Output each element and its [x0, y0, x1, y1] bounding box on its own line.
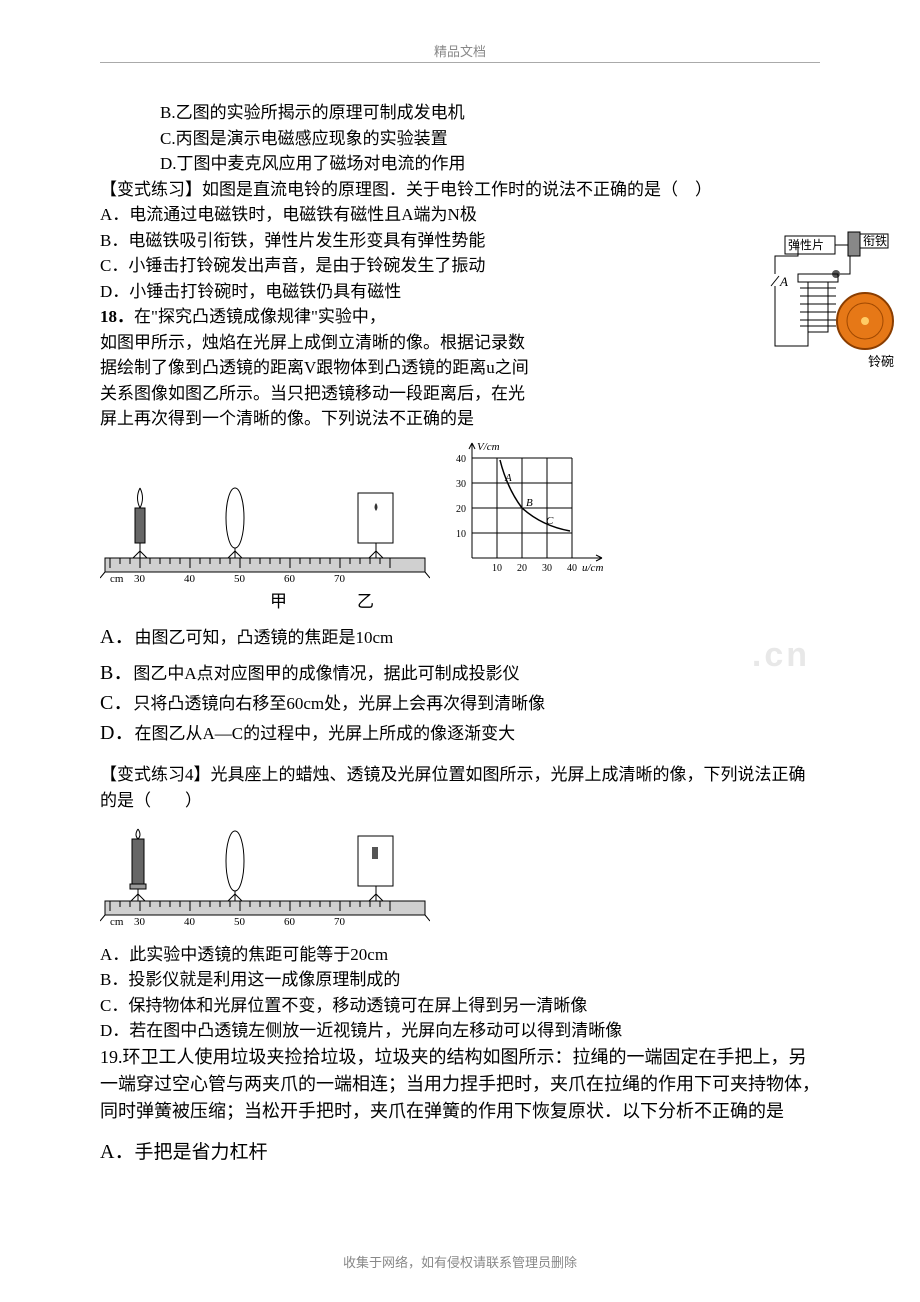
opt-c-lead: C． [100, 692, 133, 714]
screen-icon [358, 493, 393, 558]
q19-option-a: A．手把是省力杠杆 [100, 1137, 820, 1168]
tick-50: 50 [234, 573, 246, 583]
lens-icon [226, 831, 244, 901]
q17-option-b: B.乙图的实验所揭示的原理可制成发电机 [160, 100, 820, 126]
q18-option-c: C．只将凸透镜向右移至60cm处，光屏上会再次得到清晰像 [100, 688, 820, 718]
svg-text:10: 10 [456, 529, 466, 540]
page-footer: 收集于网络，如有侵权请联系管理员删除 [343, 1253, 577, 1273]
svg-text:40: 40 [567, 563, 577, 574]
tick-70: 70 [334, 573, 346, 583]
label-spring: 弹性片 [788, 238, 824, 252]
q19-stem: 19.环卫工人使用垃圾夹捡拾垃圾，垃圾夹的结构如图所示：拉绳的一端固定在手把上，… [100, 1044, 820, 1125]
optical-bench-variant4: cm 30 40 50 60 70 [100, 821, 430, 926]
v4-option-b: B．投影仪就是利用这一成像原理制成的 [100, 967, 820, 993]
q17-option-d: D.丁图中麦克风应用了磁场对电流的作用 [160, 151, 820, 177]
tick-50: 50 [234, 916, 246, 926]
tick-70: 70 [334, 916, 346, 926]
v4-option-a: A．此实验中透镜的焦距可能等于20cm [100, 942, 820, 968]
lens-icon [226, 488, 244, 558]
figure-captions: 甲 乙 [100, 589, 820, 615]
svg-text:A: A [504, 472, 512, 484]
opt-b-text: 图乙中A点对应图甲的成像情况，据此可制成投影仪 [133, 664, 519, 683]
vu-graph: A B C 40 30 20 10 10 20 30 40 V/cm u/cm [442, 438, 612, 583]
v4-option-d: D．若在图中凸透镜左侧放一近视镜片，光屏向左移动可以得到清晰像 [100, 1018, 820, 1044]
candle-icon [133, 488, 147, 558]
svg-text:40: 40 [456, 454, 466, 465]
tick-30: 30 [134, 916, 146, 926]
candle-icon [130, 829, 146, 901]
tick-30: 30 [134, 573, 146, 583]
svg-text:C: C [546, 515, 554, 527]
label-armature: 衔铁 [863, 234, 887, 248]
optical-bench-jia: cm 30 40 50 60 70 [100, 478, 430, 583]
svg-text:10: 10 [492, 563, 502, 574]
tick-40: 40 [184, 916, 196, 926]
q17-option-c: C.丙图是演示电磁感应现象的实验装置 [160, 126, 820, 152]
label-a: A [779, 274, 788, 289]
document-content: B.乙图的实验所揭示的原理可制成发电机 C.丙图是演示电磁感应现象的实验装置 D… [100, 100, 820, 1167]
q18-option-a: A．由图乙可知，凸透镜的焦距是10cm [100, 622, 820, 652]
page-header: 精品文档 [434, 42, 486, 62]
tick-cm: cm [110, 573, 124, 583]
opt-d-text: 在图乙从A—C的过程中，光屏上所成的像逐渐变大 [134, 724, 515, 743]
x-axis-label: u/cm [582, 562, 603, 574]
tick-cm: cm [110, 916, 124, 926]
screen-icon [358, 836, 393, 901]
coil-icon [800, 282, 836, 332]
svg-text:20: 20 [517, 563, 527, 574]
opt-c-text: 只将凸透镜向右移至60cm处，光屏上会再次得到清晰像 [133, 694, 545, 713]
opt-a-lead: A． [100, 626, 134, 648]
svg-text:30: 30 [542, 563, 552, 574]
q18-number: 18． [100, 307, 134, 326]
q18-option-b: B．图乙中A点对应图甲的成像情况，据此可制成投影仪 [100, 658, 820, 688]
tick-40: 40 [184, 573, 196, 583]
q19-a-lead: A． [100, 1141, 134, 1163]
svg-text:30: 30 [456, 479, 466, 490]
watermark: .cn [752, 630, 810, 681]
q17v-option-a: A．电流通过电磁铁时，电磁铁有磁性且A端为N极 [100, 202, 820, 228]
q19-a-text: 手把是省力杠杆 [134, 1142, 267, 1163]
opt-d-lead: D． [100, 722, 134, 744]
tick-60: 60 [284, 573, 296, 583]
y-axis-label: V/cm [477, 441, 500, 453]
q18-stem-1: 在"探究凸透镜成像规律"实验中， [134, 307, 386, 326]
tick-60: 60 [284, 916, 296, 926]
caption-jia: 甲 [270, 589, 287, 615]
q18-stem-2: 如图甲所示，烛焰在光屏上成倒立清晰的像。根据记录数据绘制了像到凸透镜的距离V跟物… [100, 330, 530, 432]
q18-option-d: D．在图乙从A—C的过程中，光屏上所成的像逐渐变大 [100, 718, 820, 748]
v4-option-c: C．保持物体和光屏位置不变，移动透镜可在屏上得到另一清晰像 [100, 993, 820, 1019]
caption-yi: 乙 [357, 589, 374, 615]
label-bell: 铃碗 [868, 354, 894, 369]
opt-b-lead: B． [100, 662, 133, 684]
q18-figure-row: cm 30 40 50 60 70 A B C 40 30 20 10 10 20 30 4… [100, 438, 820, 583]
opt-a-text: 由图乙可知，凸透镜的焦距是10cm [134, 628, 393, 647]
q18-stem: 18．在"探究凸透镜成像规律"实验中， [100, 304, 530, 330]
svg-text:B: B [526, 497, 533, 509]
svg-text:20: 20 [456, 504, 466, 515]
q17-variant-stem: 【变式练习】如图是直流电铃的原理图．关于电铃工作时的说法不正确的是（ ） [100, 177, 820, 203]
variant4-stem: 【变式练习4】光具座上的蜡烛、透镜及光屏位置如图所示，光屏上成清晰的像，下列说法… [100, 762, 820, 813]
electric-bell-diagram: 弹性片 衔铁 A [680, 226, 860, 386]
header-divider [100, 62, 820, 63]
